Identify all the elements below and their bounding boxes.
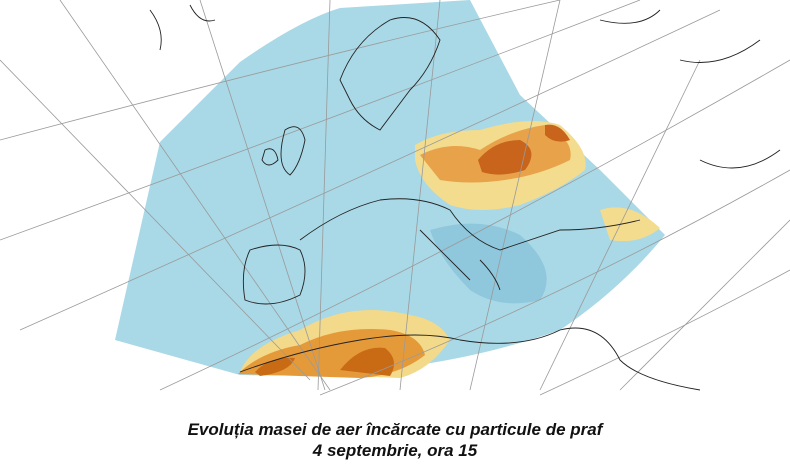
map <box>0 0 790 396</box>
caption-line1: Evoluția masei de aer încărcate cu parti… <box>187 420 603 439</box>
dust-europe-dark <box>478 124 570 175</box>
dust-africa-dark <box>255 347 394 376</box>
dust-mid-blue <box>430 223 547 304</box>
coastlines <box>149 4 781 391</box>
graticule <box>0 0 790 396</box>
dust-east-yellow <box>600 207 660 242</box>
caption-line2: 4 septembrie, ora 15 <box>312 441 478 460</box>
